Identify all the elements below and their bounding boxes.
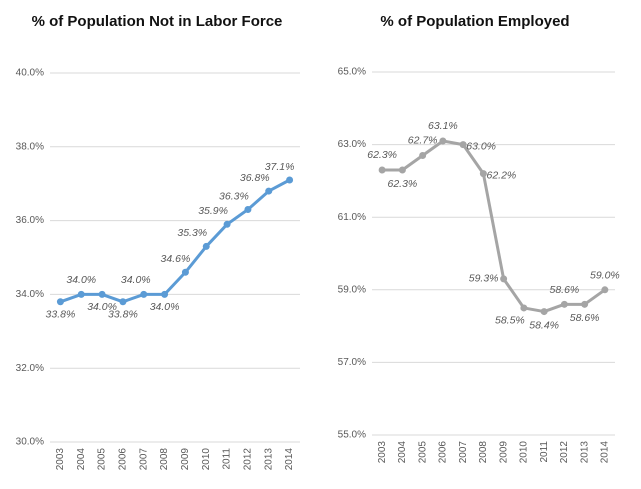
y-tick-label: 36.0% — [16, 215, 44, 226]
point — [119, 298, 127, 306]
x-tick-label: 2013 — [579, 441, 590, 464]
y-tick-label: 57.0% — [338, 357, 366, 368]
data-label: 59.0% — [590, 270, 620, 282]
point — [398, 166, 406, 174]
data-label: 34.0% — [150, 301, 180, 313]
point — [459, 141, 467, 149]
y-tick-label: 38.0% — [16, 141, 44, 152]
point — [419, 151, 427, 159]
y-tick-label: 32.0% — [16, 363, 44, 374]
data-label: 62.3% — [367, 149, 397, 161]
data-label: 36.8% — [240, 172, 270, 184]
x-tick-label: 2012 — [559, 441, 570, 464]
data-label: 37.1% — [265, 161, 295, 173]
point — [286, 176, 294, 184]
point — [161, 290, 169, 298]
y-tick-label: 40.0% — [16, 68, 44, 79]
x-tick-label: 2006 — [438, 441, 449, 464]
x-tick-label: 2014 — [284, 448, 295, 471]
x-tick-label: 2008 — [478, 441, 489, 464]
x-tick-label: 2011 — [222, 448, 233, 470]
x-tick-label: 2007 — [458, 441, 469, 464]
point — [581, 300, 589, 308]
y-tick-label: 61.0% — [338, 212, 366, 223]
x-tick-label: 2005 — [417, 441, 428, 464]
data-label: 34.0% — [66, 274, 96, 286]
y-tick-label: 30.0% — [16, 437, 44, 448]
x-tick-label: 2006 — [118, 448, 129, 471]
point — [140, 290, 148, 298]
data-label: 58.5% — [495, 315, 525, 327]
point — [378, 166, 386, 174]
x-tick-label: 2004 — [76, 448, 87, 471]
data-label: 63.0% — [466, 140, 496, 152]
data-label: 62.7% — [408, 134, 438, 146]
point — [601, 286, 609, 294]
x-tick-label: 2004 — [397, 441, 408, 464]
point — [202, 242, 210, 250]
chart-title: % of Population Employed — [380, 13, 569, 30]
x-tick-label: 2009 — [180, 448, 191, 471]
x-tick-label: 2009 — [498, 441, 509, 464]
point — [98, 290, 106, 298]
x-tick-label: 2005 — [97, 448, 108, 471]
x-tick-label: 2003 — [55, 448, 66, 471]
data-label: 34.6% — [161, 253, 191, 265]
y-tick-label: 34.0% — [16, 289, 44, 300]
data-label: 63.1% — [428, 120, 458, 132]
x-tick-label: 2010 — [519, 441, 530, 464]
x-tick-label: 2010 — [201, 448, 212, 471]
point — [479, 170, 487, 178]
point — [244, 206, 252, 214]
data-label: 58.6% — [570, 312, 600, 324]
point — [265, 187, 273, 195]
data-label: 34.0% — [87, 301, 117, 313]
data-label: 58.4% — [529, 319, 559, 331]
x-tick-label: 2014 — [600, 441, 611, 464]
point — [500, 275, 508, 283]
point — [439, 137, 447, 145]
data-label: 33.8% — [108, 309, 138, 321]
point — [181, 268, 189, 276]
x-tick-label: 2012 — [243, 448, 254, 471]
data-label: 35.3% — [177, 227, 207, 239]
point — [77, 290, 85, 298]
point — [560, 300, 568, 308]
y-tick-label: 63.0% — [338, 139, 366, 150]
chart-title: % of Population Not in Labor Force — [32, 13, 283, 30]
data-label: 59.3% — [469, 273, 499, 285]
point — [540, 308, 548, 316]
data-label: 33.8% — [46, 309, 76, 321]
y-tick-label: 55.0% — [338, 430, 366, 441]
data-label: 34.0% — [121, 274, 151, 286]
point — [520, 304, 528, 312]
data-label: 62.3% — [387, 178, 417, 190]
x-tick-label: 2013 — [263, 448, 274, 471]
x-tick-label: 2011 — [539, 441, 550, 463]
data-label: 35.9% — [198, 205, 228, 217]
data-label: 58.6% — [549, 284, 579, 296]
x-tick-label: 2003 — [377, 441, 388, 464]
point — [56, 298, 64, 306]
y-tick-label: 59.0% — [338, 284, 366, 295]
point — [223, 220, 231, 228]
data-label: 62.2% — [486, 169, 516, 181]
x-tick-label: 2007 — [138, 448, 149, 471]
y-tick-label: 65.0% — [338, 67, 366, 78]
x-tick-label: 2008 — [159, 448, 170, 471]
data-label: 36.3% — [219, 190, 249, 202]
